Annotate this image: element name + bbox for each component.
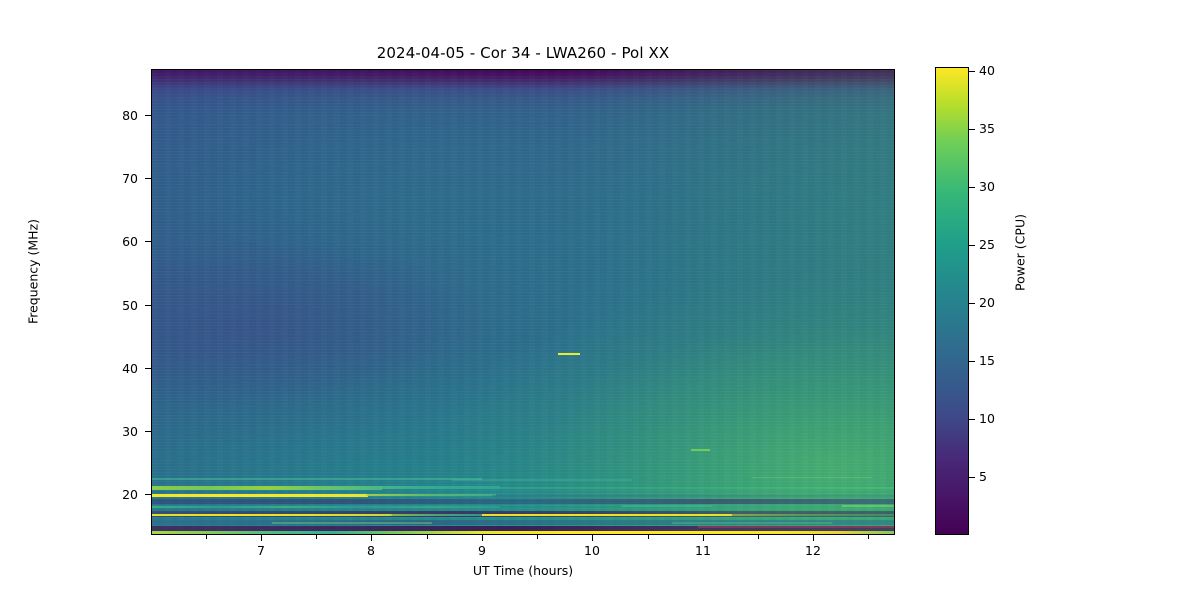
channel-striping: [152, 70, 894, 534]
transient-streak-27mhz: [691, 449, 710, 451]
y-tick-label: 60: [122, 234, 138, 249]
rfi-line: [500, 487, 894, 489]
x-tick-label: 11: [695, 543, 711, 558]
spectrogram-axes[interactable]: [151, 69, 895, 535]
colorbar-label: Power (CPU): [1012, 214, 1028, 291]
x-tick-label: 12: [805, 543, 821, 558]
y-axis-label: Frequency (MHz): [25, 218, 41, 325]
colorbar-tick-label: 10: [979, 411, 995, 426]
colorbar-tick-label: 15: [979, 353, 995, 368]
colorbar-tick-label: 5: [979, 469, 987, 484]
rfi-line: [390, 514, 482, 516]
rfi-line: [152, 494, 368, 497]
rfi-line: [272, 522, 432, 524]
rfi-line: [380, 486, 500, 489]
x-tick-label: 8: [367, 543, 375, 558]
rfi-line: [152, 478, 482, 480]
y-tick-label: 20: [122, 487, 138, 502]
colorbar-tick-label: 20: [979, 295, 995, 310]
rfi-line: [752, 477, 872, 479]
rfi-line: [152, 534, 895, 535]
x-tick-label: 9: [478, 543, 486, 558]
y-tick-label: 40: [122, 361, 138, 376]
spectrogram-green-glow: [152, 70, 894, 534]
transient-streak-42mhz: [558, 353, 580, 356]
rfi-line: [842, 505, 894, 507]
rfi-line: [152, 520, 894, 525]
rfi-line: [698, 526, 894, 528]
rfi-line: [152, 499, 894, 504]
y-tick-label: 70: [122, 171, 138, 186]
rfi-line: [152, 486, 382, 490]
rfi-line: [622, 505, 712, 507]
x-tick-label: 7: [257, 543, 265, 558]
y-tick-label: 80: [122, 108, 138, 123]
y-tick-label: 30: [122, 424, 138, 439]
colorbar-tick-label: 25: [979, 237, 995, 252]
rfi-line: [492, 495, 894, 497]
rfi-line: [482, 514, 732, 517]
rfi-line: [350, 506, 500, 508]
colorbar-tick-label: 30: [979, 179, 995, 194]
time-striping: [152, 70, 894, 534]
rfi-line: [730, 514, 894, 516]
rfi-line: [152, 526, 894, 531]
colorbar-tick-label: 35: [979, 121, 995, 136]
y-tick-label: 50: [122, 298, 138, 313]
rfi-line-bottom-bright: [152, 531, 894, 534]
x-tick-label: 10: [584, 543, 600, 558]
rfi-line: [672, 522, 832, 524]
colorbar[interactable]: [935, 67, 969, 535]
colorbar-tick-label: 40: [979, 63, 995, 78]
page-title: 2024-04-05 - Cor 34 - LWA260 - Pol XX: [376, 44, 670, 62]
rfi-line: [366, 494, 496, 496]
rfi-line: [152, 514, 392, 517]
x-axis-label: UT Time (hours): [472, 563, 574, 578]
rfi-line: [152, 506, 352, 509]
rfi-line: [452, 479, 632, 481]
